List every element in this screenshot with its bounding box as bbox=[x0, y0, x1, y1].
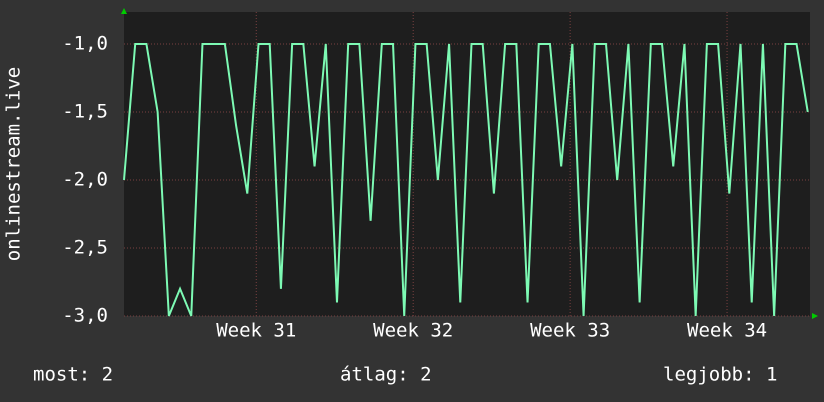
y-tick-label: -2,5 bbox=[62, 236, 108, 258]
footer-stat: most: 2 bbox=[33, 364, 113, 386]
footer-stat: legjobb: 1 bbox=[663, 364, 777, 386]
axis-arrow bbox=[812, 313, 818, 319]
y-tick-label: -1,5 bbox=[62, 100, 108, 122]
x-tick-label: Week 32 bbox=[373, 320, 453, 342]
footer-stat: átlag: 2 bbox=[340, 364, 432, 386]
y-tick-label: -2,0 bbox=[62, 168, 108, 190]
y-tick-label: -1,0 bbox=[62, 32, 108, 54]
y-tick-label: -3,0 bbox=[62, 305, 108, 327]
data-line bbox=[123, 42, 809, 317]
axis-arrow bbox=[121, 8, 127, 14]
x-tick-label: Week 34 bbox=[687, 320, 767, 342]
y-axis-label: onlinestream.live bbox=[3, 67, 25, 261]
x-tick-label: Week 31 bbox=[216, 320, 296, 342]
x-tick-label: Week 33 bbox=[530, 320, 610, 342]
